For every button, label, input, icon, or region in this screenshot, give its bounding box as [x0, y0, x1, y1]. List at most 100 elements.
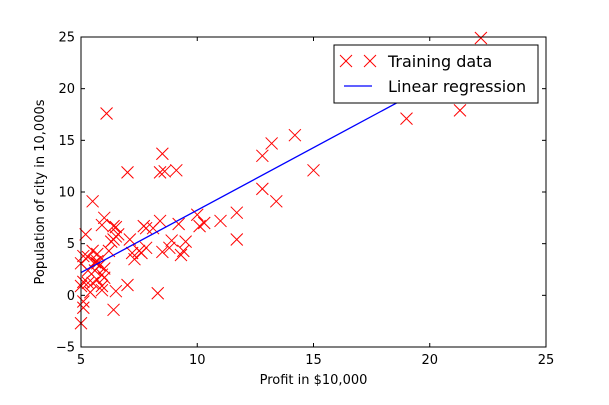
- data-point-stroke: [109, 284, 123, 298]
- data-point-stroke: [146, 221, 160, 235]
- y-tick-label: 0: [67, 289, 75, 304]
- data-point: [93, 259, 106, 272]
- data-point: [162, 241, 176, 255]
- data-point-stroke: [139, 241, 153, 255]
- data-point-stroke: [288, 128, 302, 142]
- data-point: [76, 249, 90, 263]
- data-point: [97, 211, 111, 225]
- data-point-stroke: [121, 166, 134, 179]
- data-point-stroke: [265, 137, 279, 150]
- data-point: [197, 216, 211, 230]
- data-point-stroke: [97, 271, 111, 285]
- y-tick-label: 15: [58, 134, 75, 149]
- data-point: [255, 182, 269, 196]
- data-point-stroke: [95, 279, 109, 293]
- data-point-stroke: [255, 182, 269, 196]
- data-point: [79, 228, 93, 241]
- data-point: [121, 166, 134, 179]
- data-point-stroke: [172, 217, 186, 231]
- data-point-stroke: [81, 276, 95, 290]
- legend-marker-stroke: [363, 54, 377, 68]
- data-point: [95, 283, 109, 297]
- data-point: [230, 233, 244, 246]
- data-point-stroke: [90, 247, 104, 261]
- data-point: [153, 166, 167, 179]
- data-point: [165, 234, 179, 247]
- data-point-stroke: [230, 206, 244, 220]
- legend-box: [333, 44, 539, 104]
- data-point: [230, 206, 244, 220]
- y-tick-label: 25: [58, 31, 75, 46]
- data-point: [83, 285, 97, 299]
- data-point: [107, 219, 120, 233]
- data-point: [265, 137, 279, 150]
- data-point-stroke: [76, 301, 90, 315]
- data-point: [81, 250, 95, 264]
- x-tick-label: 5: [77, 353, 85, 368]
- data-point-stroke: [151, 286, 165, 300]
- legend: Training data Linear regression: [333, 44, 539, 104]
- data-point-stroke: [139, 221, 153, 235]
- data-point: [86, 194, 99, 208]
- x-tick-label: 15: [305, 353, 322, 368]
- data-point-stroke: [102, 244, 116, 258]
- data-point-stroke: [93, 259, 106, 272]
- data-point: [107, 303, 120, 317]
- data-point: [95, 279, 109, 293]
- y-tick-label: −5: [56, 341, 75, 356]
- data-point-stroke: [95, 218, 109, 232]
- data-point-stroke: [474, 31, 488, 45]
- data-point: [158, 164, 172, 178]
- data-point-stroke: [86, 244, 99, 258]
- data-point: [76, 301, 90, 315]
- data-point-stroke: [197, 216, 211, 230]
- data-point: [95, 218, 109, 232]
- y-tick-label: 10: [58, 186, 75, 201]
- x-tick-label: 20: [421, 353, 438, 368]
- data-point: [179, 235, 192, 248]
- data-point-stroke: [153, 166, 167, 179]
- legend-marker-x: [339, 54, 353, 68]
- data-point-stroke: [453, 104, 467, 117]
- data-point: [139, 241, 153, 255]
- axis-layer: 5 10 15 20 25 −5 0 5 10 15 20 25: [56, 31, 554, 369]
- y-tick-label: 5: [67, 237, 75, 252]
- data-point-stroke: [125, 246, 139, 260]
- data-point-stroke: [107, 303, 120, 317]
- x-tick-label: 25: [538, 353, 555, 368]
- data-point-stroke: [156, 147, 169, 161]
- data-point: [90, 247, 104, 261]
- data-point-stroke: [109, 230, 123, 243]
- data-point: [176, 244, 190, 258]
- legend-marker-stroke: [339, 54, 353, 68]
- data-point: [453, 104, 467, 117]
- data-point-stroke: [123, 233, 137, 246]
- data-point: [172, 217, 186, 231]
- data-point-stroke: [156, 245, 169, 259]
- data-point-stroke: [121, 278, 134, 292]
- data-point-stroke: [109, 220, 123, 234]
- data-point: [121, 278, 134, 292]
- data-point: [474, 31, 488, 45]
- data-point-stroke: [230, 233, 244, 246]
- data-point-stroke: [190, 208, 204, 222]
- data-point: [97, 271, 111, 285]
- data-point: [95, 268, 109, 282]
- data-point: [100, 107, 113, 120]
- data-point-stroke: [158, 164, 172, 178]
- data-point: [307, 163, 320, 177]
- legend-label-linear-regression: Linear regression: [388, 77, 526, 96]
- data-point: [255, 149, 269, 163]
- legend-marker-x: [363, 54, 377, 68]
- data-layer: [74, 31, 488, 330]
- y-tick-label: 20: [58, 82, 75, 97]
- data-point-stroke: [269, 194, 283, 208]
- data-point: [156, 147, 169, 161]
- data-point-stroke: [169, 163, 183, 177]
- data-point-stroke: [307, 163, 320, 177]
- data-point-stroke: [107, 219, 120, 233]
- data-point: [81, 276, 95, 290]
- data-point: [169, 163, 183, 177]
- data-point-stroke: [76, 249, 90, 263]
- data-point: [151, 286, 165, 300]
